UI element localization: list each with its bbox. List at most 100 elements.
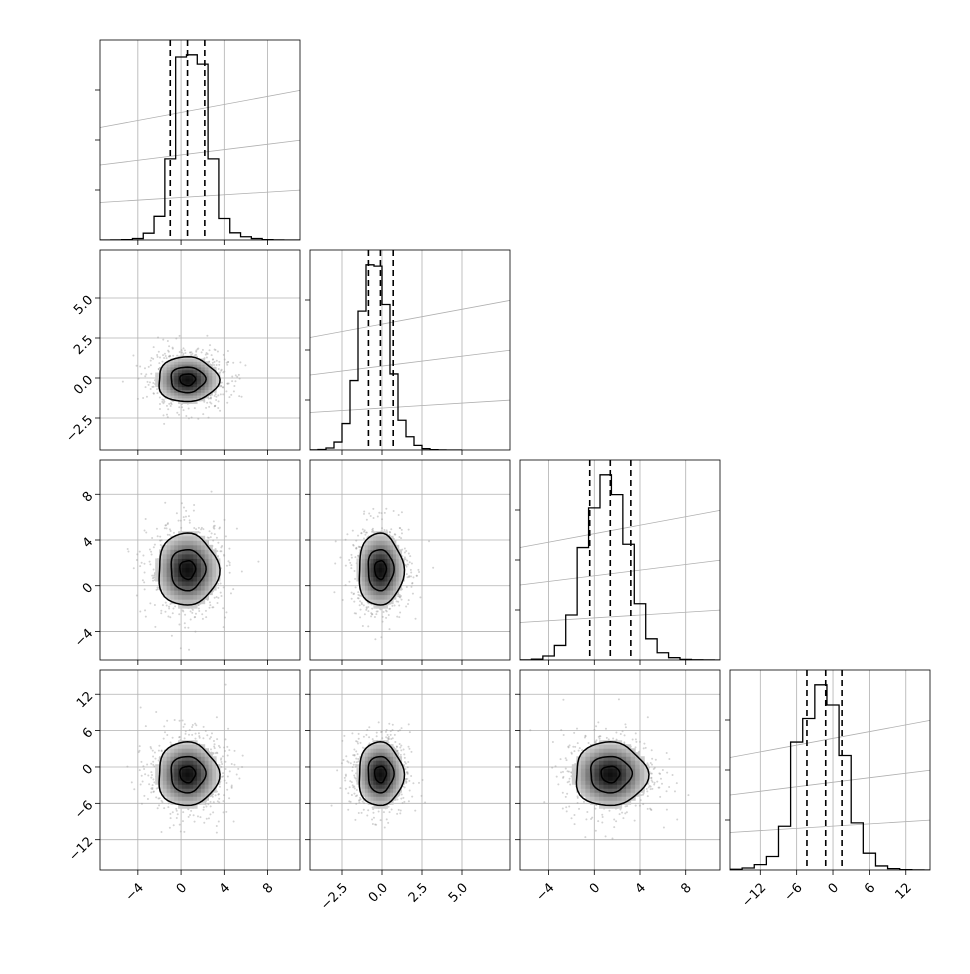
sample-point — [236, 774, 238, 776]
sample-point — [233, 764, 235, 766]
sample-point — [231, 786, 233, 788]
sample-point — [403, 753, 405, 755]
sample-point — [223, 519, 225, 521]
sample-point — [198, 527, 200, 529]
sample-point — [366, 814, 368, 816]
sample-point — [378, 811, 380, 813]
sample-point — [608, 738, 610, 740]
sample-point — [354, 776, 356, 778]
density-cell — [186, 599, 190, 604]
sample-point — [164, 502, 166, 504]
density-cell — [197, 772, 201, 777]
sample-point — [234, 380, 236, 382]
sample-point — [218, 361, 220, 363]
sample-point — [157, 535, 159, 537]
sample-point — [169, 528, 171, 530]
sample-point — [339, 787, 341, 789]
density-cell — [189, 800, 193, 805]
density-cell — [155, 558, 159, 563]
sample-point — [202, 413, 204, 415]
density-cell — [186, 744, 190, 749]
sample-point — [406, 560, 408, 562]
density-cell — [174, 776, 178, 781]
sample-point — [222, 800, 224, 802]
sample-point — [578, 808, 580, 810]
sample-point — [192, 724, 194, 726]
sample-point — [432, 567, 434, 569]
sample-point — [202, 349, 204, 351]
sample-point — [390, 528, 392, 530]
density-cell — [193, 577, 197, 582]
sample-point — [350, 567, 352, 569]
density-cell — [167, 772, 171, 777]
sample-point — [165, 602, 167, 604]
sample-point — [156, 528, 158, 530]
sample-point — [214, 361, 216, 363]
sample-point — [139, 769, 141, 771]
sample-point — [176, 512, 178, 514]
sample-point — [152, 580, 154, 582]
sample-point — [174, 605, 176, 607]
sample-point — [136, 559, 138, 561]
sample-point — [543, 801, 545, 803]
sample-point — [206, 335, 208, 337]
sample-point — [206, 734, 208, 736]
sample-point — [231, 376, 233, 378]
sample-point — [405, 605, 407, 607]
sample-point — [153, 569, 155, 571]
sample-point — [159, 408, 161, 410]
density-cell — [163, 549, 167, 554]
sample-point — [374, 616, 376, 618]
sample-point — [214, 525, 216, 527]
sample-point — [412, 593, 414, 595]
density-cell — [167, 760, 171, 765]
sample-point — [188, 649, 190, 651]
sample-point — [362, 747, 364, 749]
density-cell — [178, 540, 182, 545]
sample-point — [194, 631, 196, 633]
sample-point — [208, 817, 210, 819]
sample-point — [348, 761, 350, 763]
sample-point — [166, 357, 168, 359]
sample-point — [226, 789, 228, 791]
sample-point — [202, 618, 204, 620]
sample-point — [400, 749, 402, 751]
sample-point — [166, 527, 168, 529]
sample-point — [163, 725, 165, 727]
sample-point — [154, 758, 156, 760]
sample-point — [222, 755, 224, 757]
sample-point — [394, 734, 396, 736]
sample-point — [147, 381, 149, 383]
sample-point — [623, 741, 625, 743]
sample-point — [341, 762, 343, 764]
density-cell — [167, 764, 171, 769]
sample-point — [389, 628, 391, 630]
sample-point — [650, 777, 652, 779]
density-cell — [163, 772, 167, 777]
sample-point — [227, 350, 229, 352]
sample-point — [210, 748, 212, 750]
sample-point — [345, 755, 347, 757]
sample-point — [160, 612, 162, 614]
sample-point — [217, 583, 219, 585]
density-cell — [186, 784, 190, 789]
sample-point — [676, 818, 678, 820]
sample-point — [357, 535, 359, 537]
sample-point — [207, 803, 209, 805]
sample-point — [214, 405, 216, 407]
sample-point — [404, 548, 406, 550]
sample-point — [164, 731, 166, 733]
sample-point — [173, 532, 175, 534]
sample-point — [399, 743, 401, 745]
sample-point — [184, 723, 186, 725]
sample-point — [203, 822, 205, 824]
sample-point — [361, 812, 363, 814]
sample-point — [156, 354, 158, 356]
sample-point — [163, 738, 165, 740]
sample-point — [216, 537, 218, 539]
sample-point — [382, 616, 384, 618]
sample-point — [222, 393, 224, 395]
histogram-step-2 — [520, 475, 720, 660]
sample-point — [189, 814, 191, 816]
sample-point — [585, 818, 587, 820]
